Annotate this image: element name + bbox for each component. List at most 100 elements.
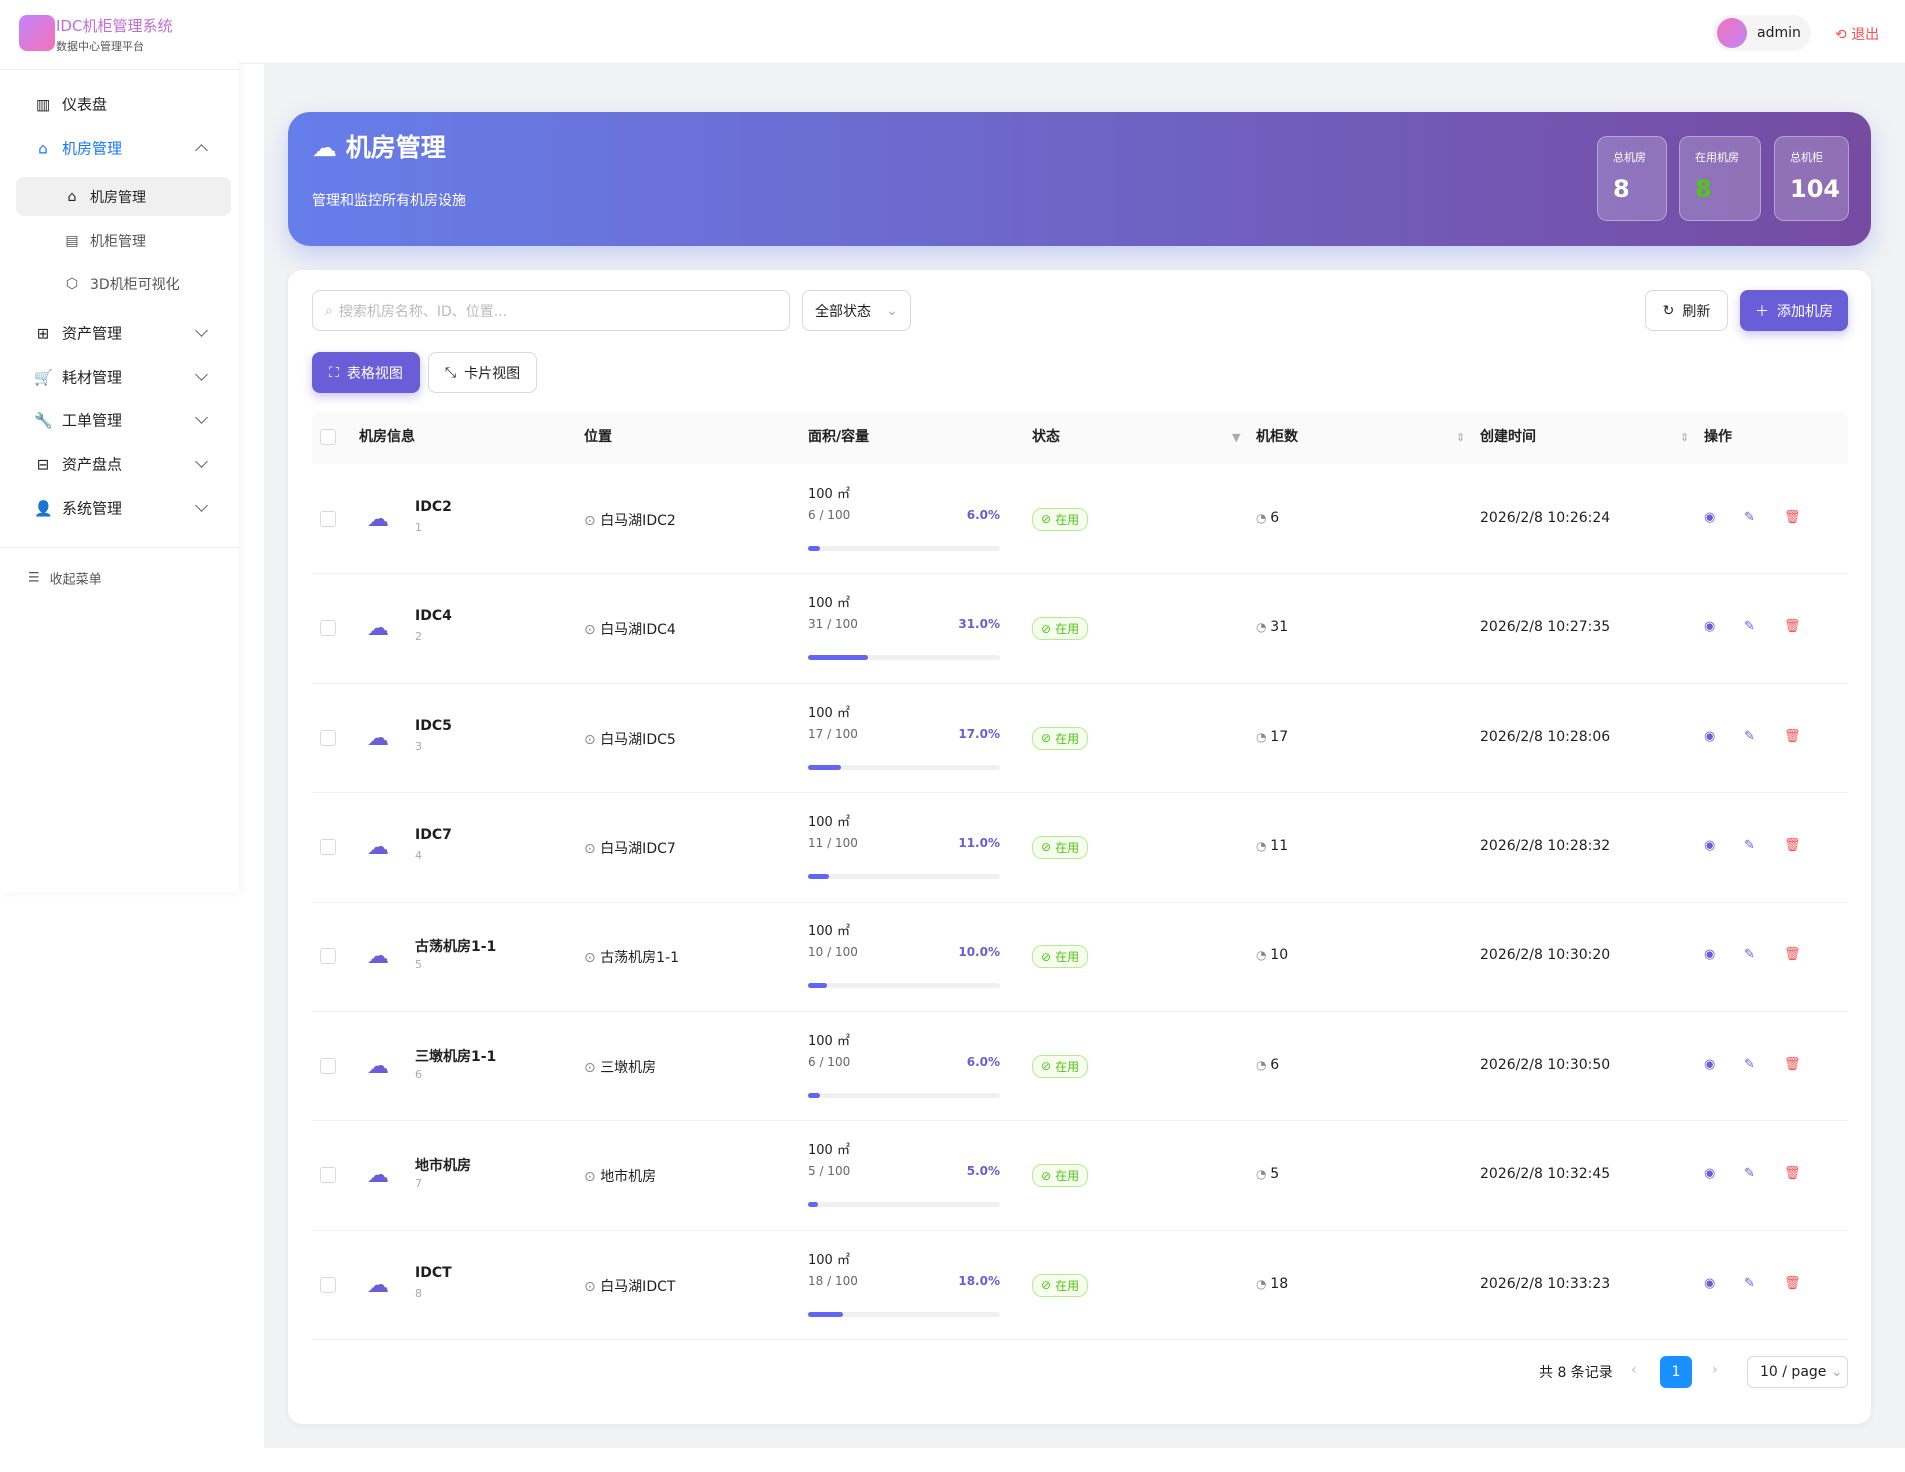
gauge-icon: ◔ [1256, 729, 1271, 744]
next-page[interactable]: › [1712, 1362, 1718, 1378]
table-view-button[interactable]: ⛶ 表格视图 [312, 352, 420, 393]
delete-action[interactable]: 🗑 [1784, 619, 1801, 635]
progress-track [808, 655, 1000, 661]
room-icon: ☁ [367, 1053, 389, 1079]
delete-action[interactable]: 🗑 [1784, 837, 1801, 853]
menu-item[interactable]: ▥ 仪表盘 [34, 94, 107, 115]
created-time: 2026/2/8 10:28:06 [1480, 728, 1611, 745]
checkbox[interactable] [320, 429, 336, 445]
refresh-button[interactable]: ↻ 刷新 [1645, 290, 1728, 331]
edit-action[interactable]: ✎ [1744, 1056, 1755, 1072]
delete-action[interactable]: 🗑 [1784, 1056, 1801, 1072]
submenu-label: 机房管理 [90, 190, 146, 206]
cabinets: ◔ 31 [1256, 619, 1288, 635]
menu-item[interactable]: 🔧 工单管理 [34, 410, 122, 431]
status-select[interactable]: 全部状态 ⌄ [802, 290, 911, 331]
location: ⊙ 白马湖IDC7 [584, 838, 676, 858]
search-input[interactable]: ⌕ 搜索机房名称、ID、位置... [312, 290, 790, 331]
delete-action[interactable]: 🗑 [1784, 728, 1801, 744]
delete-action[interactable]: 🗑 [1784, 1166, 1801, 1182]
add-button[interactable]: ＋ 添加机房 [1740, 290, 1848, 331]
view-action[interactable]: ◉ [1704, 1275, 1716, 1291]
divider [0, 547, 239, 548]
edit-action[interactable]: ✎ [1744, 1166, 1755, 1182]
page-number[interactable]: 1 [1660, 1356, 1692, 1388]
checkbox[interactable] [320, 948, 336, 965]
cabinets: ◔ 11 [1256, 838, 1288, 854]
cabinets: ◔ 5 [1256, 1166, 1279, 1182]
menu-item[interactable]: ⊟ 资产盘点 [34, 454, 122, 475]
menu-item[interactable]: ⌂ 机房管理 [34, 138, 122, 159]
status-icon: ⊘ [1041, 512, 1052, 527]
created-time: 2026/2/8 10:28:32 [1480, 837, 1611, 854]
table: 机房信息 位置 面积/容量 状态 ▼ 机柜数 ⇕ 创建时间 ⇕ 操作 ☁ IDC2 1 ⊙ 白马湖IDC2… [312, 411, 1848, 1341]
edit-action[interactable]: ✎ [1744, 728, 1755, 744]
location: ⊙ 地市机房 [584, 1166, 656, 1186]
gauge-icon: ◔ [1256, 620, 1271, 635]
prev-page[interactable]: ‹ [1631, 1362, 1637, 1378]
menu-icon: ⊞ [36, 324, 50, 342]
chevron [195, 324, 208, 337]
row-divider [312, 901, 1848, 903]
edit-action[interactable]: ✎ [1744, 509, 1755, 525]
edit-action[interactable]: ✎ [1744, 947, 1755, 963]
card-view-button[interactable]: ⤡ 卡片视图 [428, 352, 537, 393]
collapse-menu[interactable]: ☰ 收起菜单 [28, 570, 102, 588]
view-action[interactable]: ◉ [1704, 1056, 1716, 1072]
submenu-item[interactable]: ⬡ 3D机柜可视化 [64, 274, 180, 294]
divider [0, 69, 239, 70]
column-header: 机柜数 [1256, 429, 1298, 445]
edit-action[interactable]: ✎ [1744, 619, 1755, 635]
user-pill[interactable]: admin [1713, 15, 1811, 51]
status-icon: ⊘ [1041, 1059, 1052, 1074]
view-action[interactable]: ◉ [1704, 728, 1716, 744]
row-divider [312, 1339, 1848, 1341]
page-size-select[interactable]: 10 / page ⌄ [1747, 1356, 1848, 1388]
checkbox[interactable] [320, 838, 336, 855]
created-time: 2026/2/8 10:30:50 [1480, 1056, 1611, 1073]
checkbox[interactable] [320, 729, 336, 746]
edit-action[interactable]: ✎ [1744, 837, 1755, 853]
checkbox[interactable] [320, 1276, 336, 1293]
menu-item[interactable]: 🛒 耗材管理 [34, 367, 122, 388]
delete-action[interactable]: 🗑 [1784, 1275, 1801, 1291]
edit-action[interactable]: ✎ [1744, 1275, 1755, 1291]
room-name: IDC2 [415, 498, 452, 515]
view-action[interactable]: ◉ [1704, 1166, 1716, 1182]
checkbox[interactable] [320, 620, 336, 637]
menu-item[interactable]: 👤 系统管理 [34, 498, 122, 519]
checkbox[interactable] [320, 1167, 336, 1184]
stat-box: 总机房 8 [1597, 136, 1667, 221]
submenu-icon: ▤ [65, 233, 79, 249]
cabinets: ◔ 17 [1256, 729, 1288, 745]
usage: 31 / 100 [808, 617, 858, 632]
logo-title: IDC机柜管理系统 [56, 17, 173, 35]
logout[interactable]: ⟲ 退出 [1835, 27, 1880, 43]
location-text: 白马湖IDC5 [600, 731, 676, 748]
menu-item[interactable]: ⊞ 资产管理 [34, 323, 122, 344]
menu-icon: ⊟ [36, 455, 50, 473]
usage-percent: 6.0% [966, 1054, 1000, 1069]
pin-icon: ⊙ [584, 731, 601, 748]
submenu-item[interactable]: ▤ 机柜管理 [64, 231, 146, 251]
chevron [195, 411, 208, 424]
menu-label: 机房管理 [62, 139, 123, 158]
submenu-item[interactable]: ⌂ 机房管理 [64, 187, 146, 207]
view-action[interactable]: ◉ [1704, 619, 1716, 635]
usage-percent: 10.0% [958, 945, 1000, 960]
progress-bar [808, 1202, 818, 1208]
cabinet-count: 11 [1270, 837, 1289, 854]
checkbox[interactable] [320, 510, 336, 527]
view-action[interactable]: ◉ [1704, 947, 1716, 963]
view-action[interactable]: ◉ [1704, 837, 1716, 853]
view-action[interactable]: ◉ [1704, 509, 1716, 525]
delete-action[interactable]: 🗑 [1784, 509, 1801, 525]
room-name: IDCT [415, 1264, 452, 1281]
progress-track [808, 1202, 1000, 1208]
area: 100 ㎡ [808, 705, 850, 721]
delete-action[interactable]: 🗑 [1784, 947, 1801, 963]
checkbox[interactable] [320, 1057, 336, 1074]
menu-label: 资产管理 [62, 324, 123, 343]
sort-icon: ⇕ [1680, 431, 1690, 444]
